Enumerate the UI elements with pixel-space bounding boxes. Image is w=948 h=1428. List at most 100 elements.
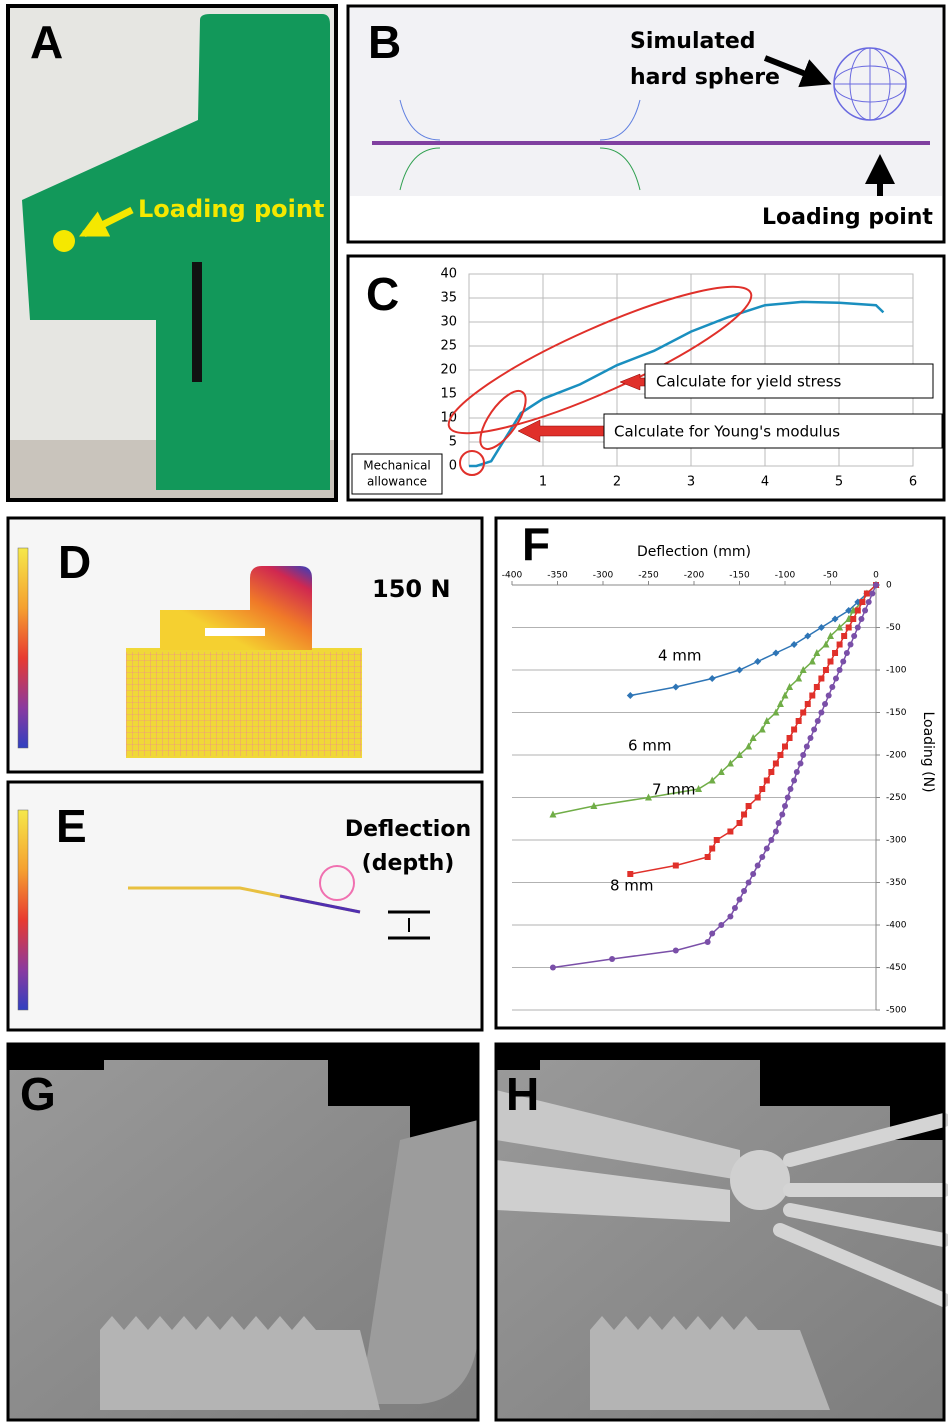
- y-tick-label: 15: [440, 387, 457, 402]
- x-tick-label: -150: [729, 571, 750, 581]
- point: [846, 625, 852, 631]
- x-tick-label: -200: [684, 571, 705, 581]
- y-tick-label: -300: [886, 836, 907, 846]
- decoration: [100, 1316, 380, 1410]
- x-axis-title: Deflection (mm): [637, 544, 751, 560]
- point: [818, 710, 824, 716]
- decoration: [730, 1150, 790, 1210]
- point: [732, 905, 738, 911]
- point: [782, 744, 788, 750]
- point: [837, 642, 843, 648]
- point: [768, 837, 774, 843]
- y-tick-label: -250: [886, 793, 907, 803]
- point: [814, 684, 820, 690]
- point: [550, 965, 556, 971]
- point: [741, 812, 747, 818]
- x-tick-label: -400: [502, 571, 523, 581]
- point: [727, 829, 733, 835]
- point: [750, 871, 756, 877]
- x-tick-label: -100: [775, 571, 796, 581]
- point: [755, 795, 761, 801]
- panel-d: 150 N D: [8, 518, 482, 772]
- point: [791, 727, 797, 733]
- y-tick-label: -350: [886, 878, 907, 888]
- point: [673, 948, 679, 954]
- point: [776, 820, 782, 826]
- point: [782, 803, 788, 809]
- point: [785, 795, 791, 801]
- point: [829, 684, 835, 690]
- decoration: [590, 1316, 830, 1410]
- y-axis-title: Loading (N): [920, 711, 936, 792]
- point: [855, 625, 861, 631]
- point: [759, 786, 765, 792]
- point: [804, 744, 810, 750]
- point: [737, 897, 743, 903]
- decoration: [18, 548, 28, 748]
- point: [709, 846, 715, 852]
- point: [759, 854, 765, 860]
- y-tick-label: -100: [886, 666, 907, 676]
- panel-b: Simulated hard sphere Loading point B: [348, 6, 944, 242]
- decoration: [18, 810, 28, 1010]
- point: [823, 667, 829, 673]
- point: [796, 718, 802, 724]
- figure: Loading point A Simulated hard sphere Lo…: [0, 0, 948, 1424]
- panel-f: F 0-50-100-150-200-250-300-350-400-450-5…: [496, 518, 944, 1028]
- panel-label: H: [506, 1068, 539, 1120]
- point: [773, 761, 779, 767]
- annotation: Mechanical: [363, 459, 431, 473]
- point: [764, 778, 770, 784]
- x-tick-label: -300: [593, 571, 614, 581]
- page-body: {"panels":{ "A":{"label":"A","annotation…: [0, 0, 948, 1424]
- point: [805, 701, 811, 707]
- decoration: [126, 652, 362, 756]
- point: [866, 599, 872, 605]
- x-tick-label: 0: [873, 571, 879, 581]
- point: [855, 608, 861, 614]
- point: [791, 778, 797, 784]
- point: [737, 820, 743, 826]
- series-label: 6 mm: [628, 737, 672, 755]
- panel-g: G: [8, 1044, 478, 1420]
- y-tick-label: -450: [886, 963, 907, 973]
- y-tick-label: 25: [440, 339, 457, 354]
- y-tick-label: 40: [440, 267, 457, 282]
- panel-e: Deflection (depth) E: [8, 782, 482, 1030]
- point: [779, 812, 785, 818]
- point: [844, 650, 850, 656]
- annotation: Loading point: [138, 195, 324, 223]
- annotation: 150 N: [372, 575, 451, 603]
- point: [705, 939, 711, 945]
- y-tick-label: 20: [440, 363, 457, 378]
- annotation: Simulated: [630, 29, 756, 54]
- x-tick-label: 3: [687, 475, 695, 490]
- panel-c: C 0510152025303540123456Calculate for yi…: [348, 256, 944, 500]
- point: [840, 659, 846, 665]
- point: [768, 769, 774, 775]
- x-tick-label: -350: [547, 571, 568, 581]
- page: html,body{margin:0;padding:0;background:…: [0, 0, 948, 1424]
- point: [809, 693, 815, 699]
- panel-a: Loading point A: [8, 6, 336, 500]
- x-tick-label: 1: [539, 475, 547, 490]
- point: [873, 582, 879, 588]
- point: [815, 718, 821, 724]
- y-tick-label: 0: [886, 581, 892, 591]
- decoration: [192, 262, 202, 382]
- decoration: [205, 628, 265, 636]
- point: [850, 616, 856, 622]
- series-label: 4 mm: [658, 647, 702, 665]
- decoration: [53, 230, 75, 252]
- point: [773, 829, 779, 835]
- y-tick-label: 0: [449, 459, 457, 474]
- annotation: (depth): [362, 851, 455, 876]
- annotation: Loading point: [762, 205, 933, 230]
- point: [741, 888, 747, 894]
- panel-label: B: [368, 16, 401, 68]
- point: [727, 914, 733, 920]
- point: [746, 880, 752, 886]
- y-tick-label: 30: [440, 315, 457, 330]
- annotation: hard sphere: [630, 65, 780, 90]
- point: [777, 752, 783, 758]
